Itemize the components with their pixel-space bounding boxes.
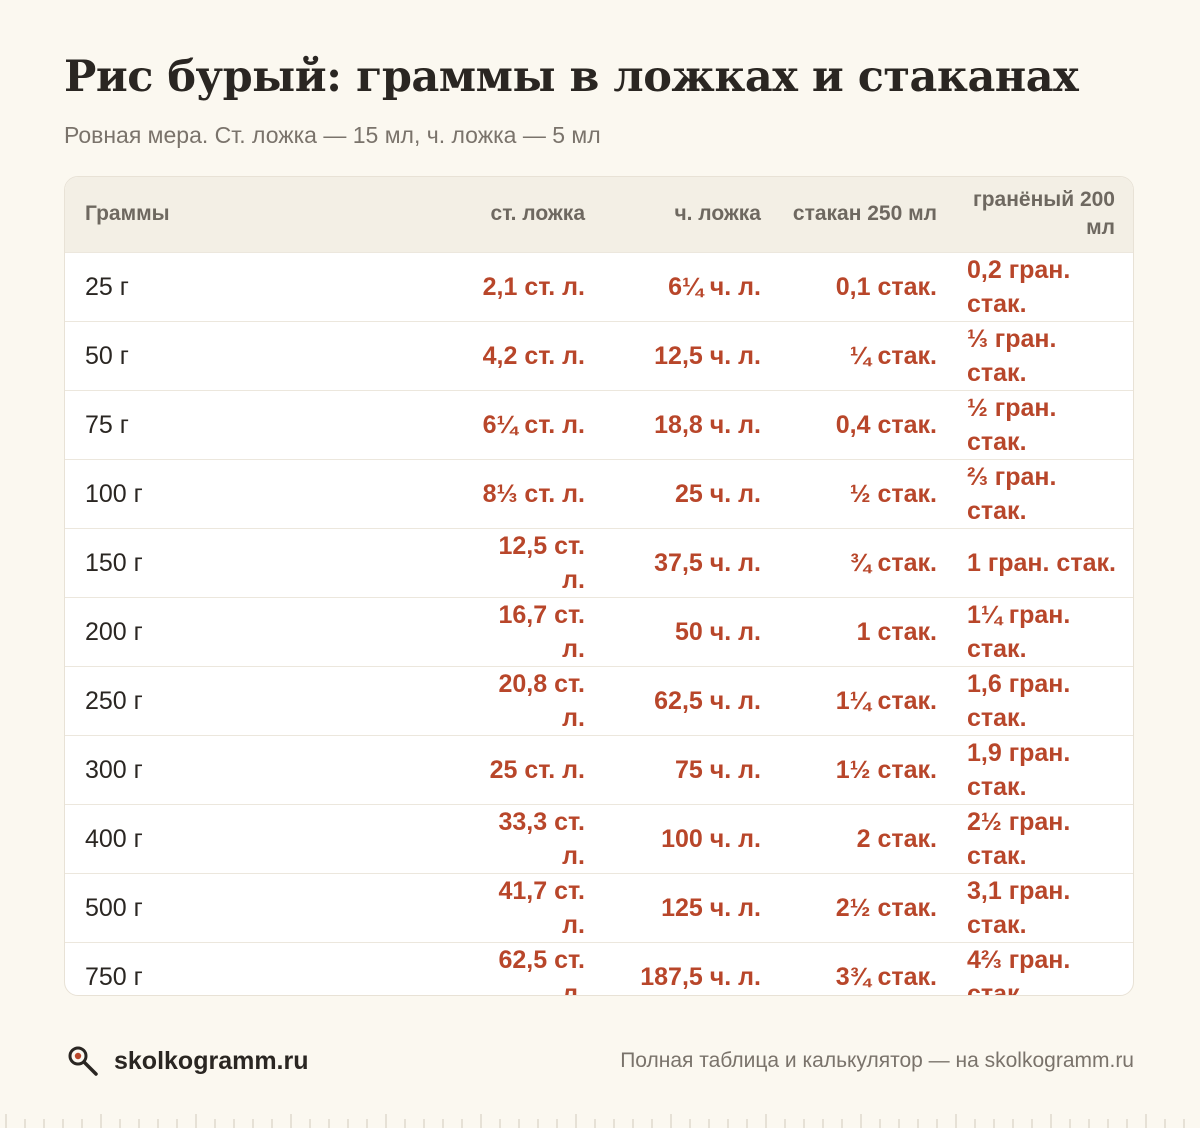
table-row: 50 г 4,2 ст. л. 12,5 ч. л. ¼ стак. ⅓ гран. с… [65,321,1133,390]
cell-grams: 50 г [85,341,129,370]
table-header-row: Граммы ст. ложка ч. ложка стакан 250 мл … [65,177,1133,252]
cell-cup-250: 0,4 стак. [835,410,937,439]
table-row: 500 г 41,7 ст. л. 125 ч. л. 2½ стак. 3,1 гра… [65,873,1133,942]
cell-tablespoon: 8⅓ ст. л. [482,479,585,508]
cell-grams: 250 г [85,686,143,715]
cell-teaspoon: 18,8 ч. л. [654,410,761,439]
cell-teaspoon: 12,5 ч. л. [654,341,761,370]
cell-tablespoon: 16,7 ст. л. [498,600,586,663]
cell-cup-250: 1¼ стак. [835,686,937,715]
header-faceted-glass-200: гранёный 200 мл [972,188,1115,240]
table-row: 75 г 6¼ ст. л. 18,8 ч. л. 0,4 стак. ½ гран. … [65,390,1133,459]
cell-cup-250: ¼ стак. [849,341,937,370]
cell-faceted-glass-200: 3,1 гран. стак. [967,876,1071,939]
cell-faceted-glass-200: 1,6 гран. стак. [967,669,1071,732]
table-row: 150 г 12,5 ст. л. 37,5 ч. л. ¾ стак. 1 гран.… [65,528,1133,597]
magnifier-icon [66,1044,100,1078]
cell-teaspoon: 75 ч. л. [675,755,761,784]
cell-tablespoon: 12,5 ст. л. [498,531,586,594]
header-tablespoon: ст. ложка [490,202,585,226]
table-row: 200 г 16,7 ст. л. 50 ч. л. 1 стак. 1¼ гран. … [65,597,1133,666]
cell-faceted-glass-200: 1,9 гран. стак. [967,738,1071,801]
table-row: 100 г 8⅓ ст. л. 25 ч. л. ½ стак. ⅔ гран. ста… [65,459,1133,528]
cell-cup-250: ¾ стак. [849,548,937,577]
cell-cup-250: 0,1 стак. [835,272,937,301]
cell-tablespoon: 4,2 ст. л. [482,341,585,370]
cell-faceted-glass-200: ⅓ гран. стак. [967,324,1057,387]
cell-cup-250: 2 стак. [856,824,937,853]
page-subtitle: Ровная мера. Ст. ложка — 15 мл, ч. ложка… [64,122,601,148]
cell-faceted-glass-200: 1 гран. стак. [967,548,1116,577]
footer-note: Полная таблица и калькулятор — на skolko… [620,1049,1134,1072]
cell-tablespoon: 62,5 ст. л. [498,945,586,996]
header-cup-250: стакан 250 мл [792,202,937,226]
cell-tablespoon: 33,3 ст. л. [498,807,586,870]
ruler-decoration [5,1114,1185,1128]
cell-teaspoon: 125 ч. л. [661,893,761,922]
header-teaspoon: ч. ложка [674,202,761,226]
cell-faceted-glass-200: ½ гран. стак. [967,393,1057,456]
cell-grams: 150 г [85,548,143,577]
conversion-table-card: Граммы ст. ложка ч. ложка стакан 250 мл … [64,176,1134,996]
cell-faceted-glass-200: 1¼ гран. стак. [967,600,1071,663]
table-row: 750 г 62,5 ст. л. 187,5 ч. л. 3¾ стак. 4⅔ гр… [65,942,1133,996]
cell-teaspoon: 25 ч. л. [675,479,761,508]
cell-teaspoon: 37,5 ч. л. [654,548,761,577]
cell-grams: 750 г [85,962,143,991]
cell-grams: 100 г [85,479,143,508]
table-row: 400 г 33,3 ст. л. 100 ч. л. 2 стак. 2½ гран.… [65,804,1133,873]
cell-faceted-glass-200: ⅔ гран. стак. [967,462,1057,525]
cell-faceted-glass-200: 2½ гран. стак. [967,807,1071,870]
cell-teaspoon: 62,5 ч. л. [654,686,761,715]
cell-faceted-glass-200: 4⅔ гран. стак. [967,945,1071,996]
cell-cup-250: ½ стак. [849,479,937,508]
cell-cup-250: 1 стак. [856,617,937,646]
table-body: 25 г 2,1 ст. л. 6¼ ч. л. 0,1 стак. 0,2 гран.… [65,252,1133,996]
cell-cup-250: 1½ стак. [835,755,937,784]
cell-grams: 400 г [85,824,143,853]
header-grams: Граммы [85,202,170,226]
cell-teaspoon: 100 ч. л. [661,824,761,853]
cell-tablespoon: 6¼ ст. л. [482,410,585,439]
page-title: Рис бурый: граммы в ложках и стаканах [64,52,1079,102]
cell-cup-250: 2½ стак. [835,893,937,922]
cell-tablespoon: 20,8 ст. л. [498,669,586,732]
cell-grams: 300 г [85,755,143,784]
brand-name: skolkogramm.ru [114,1046,309,1075]
conversion-table: Граммы ст. ложка ч. ложка стакан 250 мл … [65,177,1133,996]
table-row: 300 г 25 ст. л. 75 ч. л. 1½ стак. 1,9 гран. … [65,735,1133,804]
table-row: 250 г 20,8 ст. л. 62,5 ч. л. 1¼ стак. 1,6 гр… [65,666,1133,735]
cell-teaspoon: 6¼ ч. л. [668,272,761,301]
cell-tablespoon: 41,7 ст. л. [498,876,586,939]
table-row: 25 г 2,1 ст. л. 6¼ ч. л. 0,1 стак. 0,2 гран.… [65,252,1133,321]
cell-teaspoon: 187,5 ч. л. [640,962,761,991]
cell-grams: 75 г [85,410,129,439]
cell-tablespoon: 25 ст. л. [489,755,585,784]
cell-grams: 25 г [85,272,129,301]
cell-grams: 500 г [85,893,143,922]
footer-brand[interactable]: skolkogramm.ru [66,1044,309,1078]
cell-tablespoon: 2,1 ст. л. [482,272,585,301]
cell-cup-250: 3¾ стак. [835,962,937,991]
cell-teaspoon: 50 ч. л. [675,617,761,646]
cell-grams: 200 г [85,617,143,646]
cell-faceted-glass-200: 0,2 гран. стак. [967,255,1071,318]
